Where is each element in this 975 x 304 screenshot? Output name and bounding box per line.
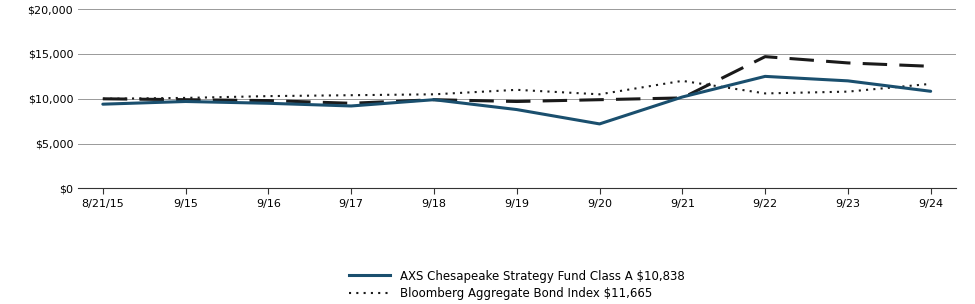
AXS Chesapeake Strategy Fund Class A $10,838: [842, 79, 854, 83]
AXS Chesapeake Strategy Fund Class A $10,838: [760, 74, 771, 78]
Legend: AXS Chesapeake Strategy Fund Class A $10,838, Bloomberg Aggregate Bond Index $11: AXS Chesapeake Strategy Fund Class A $10…: [349, 270, 684, 304]
SG Trend Index $13,623: [760, 55, 771, 58]
AXS Chesapeake Strategy Fund Class A $10,838: [594, 122, 605, 126]
Bloomberg Aggregate Bond Index $11,665: [677, 79, 688, 83]
AXS Chesapeake Strategy Fund Class A $10,838: [428, 98, 440, 102]
SG Trend Index $13,623: [677, 96, 688, 100]
SG Trend Index $13,623: [97, 97, 108, 101]
Bloomberg Aggregate Bond Index $11,665: [925, 82, 937, 86]
SG Trend Index $13,623: [594, 98, 605, 102]
Line: AXS Chesapeake Strategy Fund Class A $10,838: AXS Chesapeake Strategy Fund Class A $10…: [102, 76, 931, 124]
AXS Chesapeake Strategy Fund Class A $10,838: [179, 100, 191, 103]
Bloomberg Aggregate Bond Index $11,665: [262, 94, 274, 98]
Bloomberg Aggregate Bond Index $11,665: [345, 93, 357, 97]
AXS Chesapeake Strategy Fund Class A $10,838: [262, 102, 274, 105]
Bloomberg Aggregate Bond Index $11,665: [594, 92, 605, 96]
SG Trend Index $13,623: [925, 64, 937, 68]
Bloomberg Aggregate Bond Index $11,665: [428, 92, 440, 96]
AXS Chesapeake Strategy Fund Class A $10,838: [925, 89, 937, 93]
SG Trend Index $13,623: [842, 61, 854, 65]
AXS Chesapeake Strategy Fund Class A $10,838: [97, 102, 108, 106]
Bloomberg Aggregate Bond Index $11,665: [760, 92, 771, 95]
Line: Bloomberg Aggregate Bond Index $11,665: Bloomberg Aggregate Bond Index $11,665: [102, 81, 931, 99]
Bloomberg Aggregate Bond Index $11,665: [179, 96, 191, 100]
AXS Chesapeake Strategy Fund Class A $10,838: [345, 104, 357, 108]
SG Trend Index $13,623: [511, 100, 523, 103]
SG Trend Index $13,623: [345, 102, 357, 105]
Bloomberg Aggregate Bond Index $11,665: [842, 90, 854, 93]
Line: SG Trend Index $13,623: SG Trend Index $13,623: [102, 57, 931, 103]
Bloomberg Aggregate Bond Index $11,665: [511, 88, 523, 92]
AXS Chesapeake Strategy Fund Class A $10,838: [677, 95, 688, 99]
SG Trend Index $13,623: [262, 99, 274, 102]
SG Trend Index $13,623: [179, 98, 191, 102]
SG Trend Index $13,623: [428, 98, 440, 102]
Bloomberg Aggregate Bond Index $11,665: [97, 97, 108, 101]
AXS Chesapeake Strategy Fund Class A $10,838: [511, 108, 523, 111]
